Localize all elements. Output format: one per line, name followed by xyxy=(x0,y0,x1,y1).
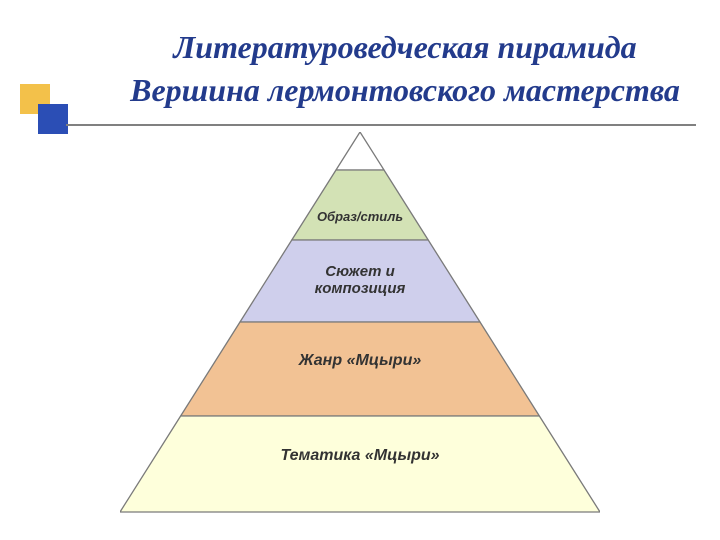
title-bullet-graphic xyxy=(20,84,72,136)
title-underline xyxy=(66,124,696,126)
title-line-2: Вершина лермонтовского мастерства xyxy=(110,69,700,112)
pyramid-diagram: Образ/стильСюжет икомпозицияЖанр «Мцыри»… xyxy=(120,132,600,524)
slide-title: Литературоведческая пирамида Вершина лер… xyxy=(110,26,700,112)
bullet-square-front xyxy=(38,104,68,134)
pyramid-svg xyxy=(120,132,600,524)
title-line-1: Литературоведческая пирамида xyxy=(110,26,700,69)
